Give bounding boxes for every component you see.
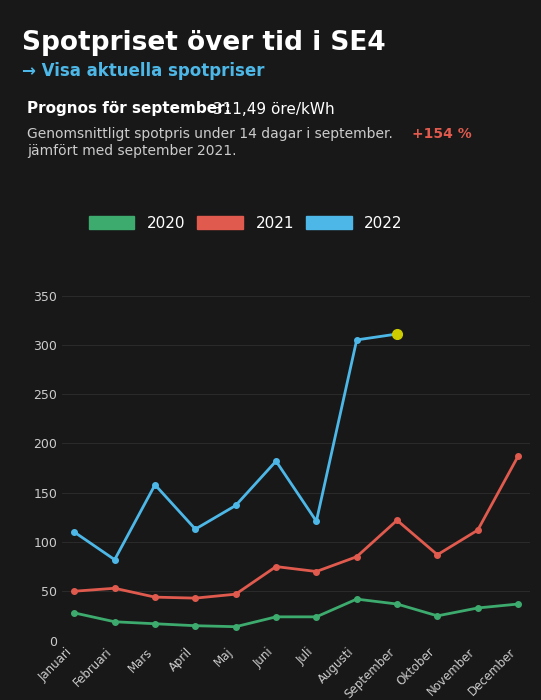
Legend: 2020, 2021, 2022: 2020, 2021, 2022 — [89, 216, 403, 231]
Text: +154 %: +154 % — [412, 127, 472, 141]
Text: Spotpriset över tid i SE4: Spotpriset över tid i SE4 — [22, 30, 385, 56]
Text: jämfört med september 2021.: jämfört med september 2021. — [27, 144, 236, 158]
Text: Genomsnittligt spotpris under 14 dagar i september.: Genomsnittligt spotpris under 14 dagar i… — [27, 127, 397, 141]
Text: 311,49 öre/kWh: 311,49 öre/kWh — [208, 102, 335, 116]
Text: → Visa aktuella spotpriser: → Visa aktuella spotpriser — [22, 62, 264, 80]
Text: Prognos för september:: Prognos för september: — [27, 102, 231, 116]
